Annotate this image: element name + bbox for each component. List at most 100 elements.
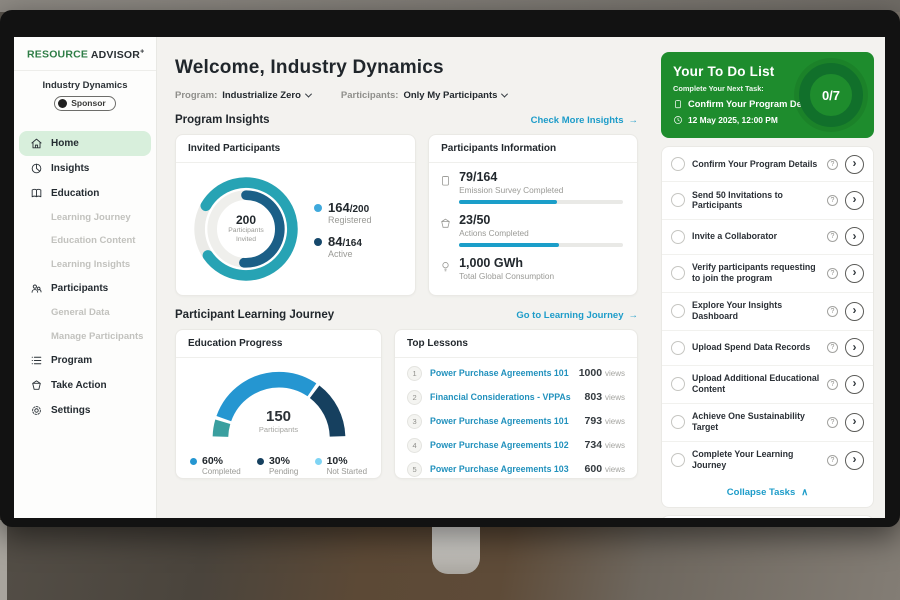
chevron-right-button[interactable]: › [845, 338, 864, 357]
sidebar-item-program[interactable]: Program [14, 348, 156, 373]
chevron-right-button[interactable]: › [845, 227, 864, 246]
invited-count: 200 [236, 213, 256, 227]
task-checkbox[interactable] [671, 415, 685, 429]
sidebar-item-insights[interactable]: Insights [14, 156, 156, 181]
task-row[interactable]: Complete Your Learning Journey ? › [662, 442, 873, 479]
progress-fill [459, 243, 559, 247]
book-icon [30, 187, 43, 200]
chevron-right-button[interactable]: › [845, 264, 864, 283]
task-checkbox[interactable] [671, 304, 685, 318]
gauge-svg [204, 366, 354, 448]
legend-dot [314, 238, 322, 246]
sidebar-item-label: Take Action [51, 380, 107, 391]
todo-panel: Your To Do List Complete Your Next Task:… [650, 37, 885, 518]
learning-journey-header: Participant Learning Journey Go to Learn… [175, 309, 638, 321]
lesson-link[interactable]: Power Purchase Agreements 101 [430, 416, 576, 426]
org-name: Industry Dynamics [18, 80, 152, 91]
program-insights-header: Program Insights Check More Insights → [175, 114, 638, 126]
sidebar-item-settings[interactable]: Settings [14, 398, 156, 423]
help-icon[interactable]: ? [827, 306, 838, 317]
lesson-row: 5 Power Purchase Agreements 103 600 view… [395, 457, 637, 479]
sidebar-item-learning-journey[interactable]: Learning Journey [14, 206, 156, 230]
task-row[interactable]: Invite a Collaborator ? › [662, 220, 873, 255]
todo-progress-value: 0/7 [822, 88, 840, 103]
lesson-link[interactable]: Power Purchase Agreements 102 [430, 440, 576, 450]
task-checkbox[interactable] [671, 230, 685, 244]
sidebar-item-education-content[interactable]: Education Content [14, 229, 156, 253]
participants-dropdown[interactable]: Participants: Only My Participants [341, 90, 508, 101]
legend-dot [257, 458, 264, 465]
chevron-right-button[interactable]: › [845, 191, 864, 210]
sidebar-item-participants[interactable]: Participants [14, 276, 156, 301]
legend-value: 60% [202, 455, 241, 467]
task-checkbox[interactable] [671, 193, 685, 207]
sidebar-item-label: Education [51, 188, 99, 199]
sidebar-item-learning-insights[interactable]: Learning Insights [14, 253, 156, 277]
todo-hero-card: Your To Do List Complete Your Next Task:… [661, 52, 874, 138]
legend-label: Not Started [327, 467, 367, 476]
chevron-right-button[interactable]: › [845, 413, 864, 432]
lesson-rank: 3 [407, 414, 422, 429]
help-icon[interactable]: ? [827, 268, 838, 279]
sidebar-item-label: Learning Insights [51, 259, 130, 270]
registered-label: Registered [328, 215, 372, 225]
progress-fill [459, 200, 557, 204]
lesson-views: 600 views [585, 463, 625, 475]
legend-dot [315, 458, 322, 465]
card-title: Invited Participants [176, 135, 415, 163]
progress-track [459, 243, 623, 247]
help-icon[interactable]: ? [827, 379, 838, 390]
task-row[interactable]: Explore Your Insights Dashboard ? › [662, 293, 873, 331]
participants-count: 150 [204, 408, 354, 425]
help-icon[interactable]: ? [827, 231, 838, 242]
sidebar-item-home[interactable]: Home [19, 131, 151, 156]
donut-chart: 200 Participants Invited [188, 171, 304, 287]
task-label: Upload Additional Educational Content [692, 373, 820, 395]
chevron-right-button[interactable]: › [845, 451, 864, 470]
task-row[interactable]: Achieve One Sustainability Target ? › [662, 404, 873, 442]
sidebar-item-label: Program [51, 355, 92, 366]
collapse-tasks-link[interactable]: Collapse Tasks ∧ [662, 479, 873, 507]
active-label: Active [328, 249, 362, 259]
task-label: Complete Your Learning Journey [692, 449, 820, 471]
task-checkbox[interactable] [671, 341, 685, 355]
check-more-insights-link[interactable]: Check More Insights → [531, 115, 638, 126]
task-checkbox[interactable] [671, 377, 685, 391]
sidebar-item-label: Insights [51, 163, 89, 174]
help-icon[interactable]: ? [827, 417, 838, 428]
stat-label: Emission Survey Completed [459, 185, 623, 195]
task-row[interactable]: Upload Spend Data Records ? › [662, 331, 873, 366]
task-checkbox[interactable] [671, 453, 685, 467]
lesson-link[interactable]: Power Purchase Agreements 103 [430, 464, 576, 474]
chevron-right-button[interactable]: › [845, 302, 864, 321]
go-to-learning-journey-link[interactable]: Go to Learning Journey → [516, 310, 638, 321]
task-checkbox[interactable] [671, 266, 685, 280]
lesson-views: 803 views [585, 391, 625, 403]
chevron-right-button[interactable]: › [845, 375, 864, 394]
top-lessons-card: Top Lessons 1 Power Purchase Agreements … [394, 329, 638, 479]
recent-news-card: Recent News [661, 515, 874, 518]
task-row[interactable]: Confirm Your Program Details ? › [662, 147, 873, 182]
task-row[interactable]: Verify participants requesting to join t… [662, 255, 873, 293]
sidebar-item-manage-participants[interactable]: Manage Participants [14, 325, 156, 349]
sidebar-item-education[interactable]: Education [14, 181, 156, 206]
task-label: Verify participants requesting to join t… [692, 262, 820, 284]
lesson-link[interactable]: Power Purchase Agreements 101 [430, 368, 571, 378]
task-row[interactable]: Upload Additional Educational Content ? … [662, 366, 873, 404]
help-icon[interactable]: ? [827, 159, 838, 170]
sidebar-item-general-data[interactable]: General Data [14, 301, 156, 325]
todo-progress-ring: 0/7 [799, 63, 863, 127]
help-icon[interactable]: ? [827, 195, 838, 206]
help-icon[interactable]: ? [827, 342, 838, 353]
chevron-up-icon: ∧ [801, 487, 808, 498]
chevron-right-button[interactable]: › [845, 155, 864, 174]
sidebar-item-label: Manage Participants [51, 331, 143, 342]
legend-active: 84/164 Active [314, 234, 372, 259]
lesson-link[interactable]: Financial Considerations - VPPAs [430, 392, 576, 402]
sidebar-item-label: Settings [51, 405, 90, 416]
task-checkbox[interactable] [671, 157, 685, 171]
help-icon[interactable]: ? [827, 455, 838, 466]
task-row[interactable]: Send 50 Invitations to Participants ? › [662, 182, 873, 220]
program-dropdown[interactable]: Program: Industrialize Zero [175, 90, 311, 101]
sidebar-item-take-action[interactable]: Take Action [14, 373, 156, 398]
